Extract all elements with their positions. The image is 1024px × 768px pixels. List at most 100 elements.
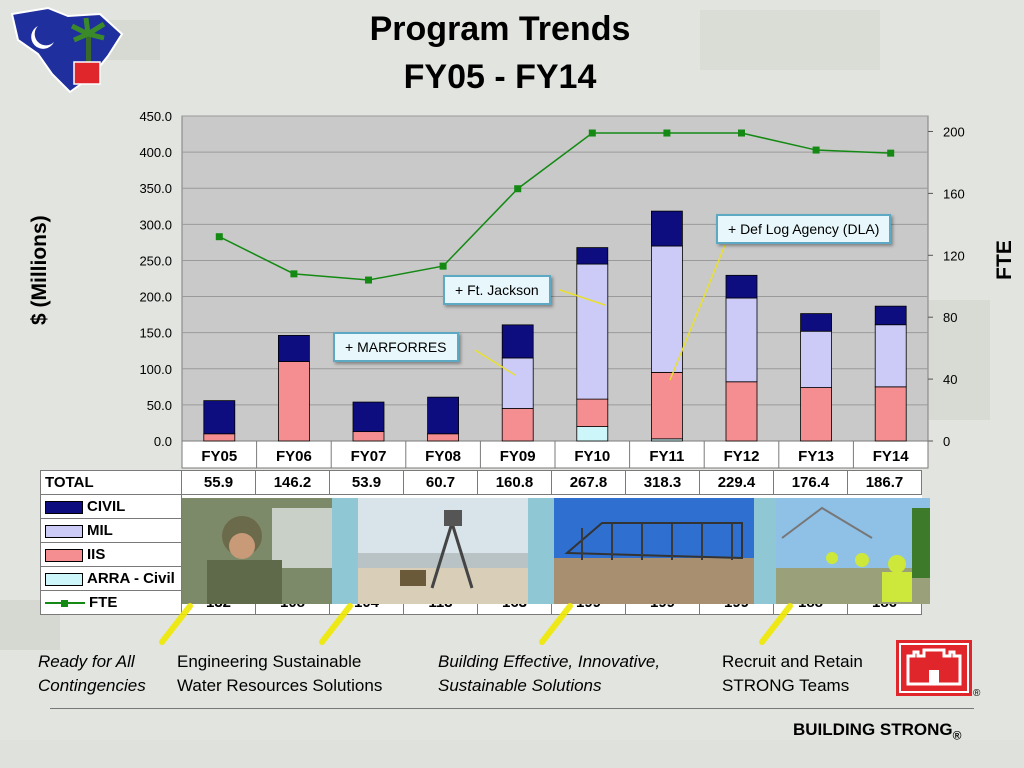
bar-iis-fy14 xyxy=(874,386,907,442)
legend-row-iis: IIS xyxy=(40,542,922,567)
bar-iis-fy11 xyxy=(651,371,683,440)
photo-walkers xyxy=(776,498,930,604)
x-tick-label: FY07 xyxy=(351,448,387,465)
y-tick-label: 150.0 xyxy=(139,326,172,341)
total-cell: 176.4 xyxy=(773,470,848,495)
photo-construction xyxy=(554,498,754,604)
y-tick-label: 50.0 xyxy=(147,398,172,413)
photo-beach-crane xyxy=(358,498,528,604)
bar-iis-fy13 xyxy=(800,387,832,442)
bar-civil-fy09 xyxy=(501,324,534,359)
photo-soldier xyxy=(182,498,332,604)
bar-civil-fy13 xyxy=(800,313,832,332)
caption-strong-teams: Recruit and Retain STRONG Teams xyxy=(722,652,863,695)
south-carolina-emblem xyxy=(10,6,124,94)
bar-civil-fy07 xyxy=(352,401,385,433)
bar-civil-fy12 xyxy=(725,274,758,299)
bar-mil-fy11 xyxy=(651,245,683,373)
footer-divider xyxy=(50,708,974,709)
y2-tick-label: 0 xyxy=(943,434,950,449)
bar-civil-fy11 xyxy=(651,210,683,247)
bar-civil-fy08 xyxy=(427,396,460,435)
fte-point-fy05 xyxy=(215,233,223,241)
fte-point-fy14 xyxy=(887,149,895,157)
callout-dla: + Def Log Agency (DLA) xyxy=(716,214,892,244)
callout-marforres: + MARFORRES xyxy=(333,332,459,362)
y2-tick-label: 80 xyxy=(943,310,957,325)
caption-water-resources: Engineering Sustainable Water Resources S… xyxy=(177,652,383,695)
bar-iis-fy06 xyxy=(277,361,310,442)
caption-sustainable: Building Effective, Innovative, Sustainab… xyxy=(438,652,661,695)
y-tick-label: 250.0 xyxy=(139,253,172,268)
legend-fte: FTE xyxy=(40,590,182,615)
fte-point-fy09 xyxy=(514,185,522,193)
legend-row-mil: MIL xyxy=(40,518,922,543)
y2-tick-label: 200 xyxy=(943,124,965,139)
slide-subtitle: FY05 - FY14 xyxy=(403,58,597,96)
bar-civil-fy05 xyxy=(203,400,236,435)
arrow-icon xyxy=(759,603,793,645)
total-cell: 318.3 xyxy=(625,470,700,495)
bar-mil-fy14 xyxy=(874,324,907,388)
bar-mil-fy12 xyxy=(725,297,758,383)
bar-mil-fy10 xyxy=(576,263,609,400)
photo-strip xyxy=(182,498,930,604)
arrow-icon xyxy=(539,603,573,645)
callout-pointer xyxy=(669,244,726,381)
total-cell: 160.8 xyxy=(477,470,552,495)
caption-contingencies: Ready for All Contingencies xyxy=(38,652,146,695)
slide-title: Program Trends xyxy=(369,10,631,48)
y-tick-label: 400.0 xyxy=(139,145,172,160)
x-tick-label: FY13 xyxy=(798,448,834,465)
y2-tick-label: 120 xyxy=(943,248,965,263)
table-row-total: TOTAL 55.9 146.2 53.9 60.7 160.8 267.8 3… xyxy=(40,470,922,495)
program-trends-chart: 0.050.0100.0150.0200.0250.0300.0350.0400… xyxy=(139,109,965,469)
total-cell: 229.4 xyxy=(699,470,774,495)
arrow-icon xyxy=(319,603,353,645)
arrow-icon xyxy=(159,603,193,645)
y-tick-label: 0.0 xyxy=(154,434,172,449)
total-cell: 55.9 xyxy=(181,470,256,495)
total-cell: 186.7 xyxy=(847,470,922,495)
fte-point-fy07 xyxy=(365,276,372,284)
bar-civil-fy06 xyxy=(277,335,310,362)
footer-building-strong: BUILDING STRONG® xyxy=(793,720,962,743)
x-tick-label: FY10 xyxy=(574,448,610,465)
x-tick-label: FY08 xyxy=(425,448,461,465)
bar-mil-fy13 xyxy=(800,330,832,388)
y-tick-label: 200.0 xyxy=(139,290,172,305)
x-tick-label: FY12 xyxy=(724,448,760,465)
fte-point-fy12 xyxy=(738,129,745,137)
fte-point-fy10 xyxy=(588,129,596,137)
x-tick-label: FY11 xyxy=(649,448,684,465)
y-tick-label: 100.0 xyxy=(139,362,172,377)
legend-iis: IIS xyxy=(40,542,182,567)
x-tick-label: FY14 xyxy=(873,448,910,465)
bar-civil-fy10 xyxy=(576,247,609,265)
y-tick-label: 450.0 xyxy=(139,109,172,124)
total-cell: 53.9 xyxy=(329,470,404,495)
castle-logo xyxy=(896,640,972,696)
y2-tick-label: 160 xyxy=(943,186,965,201)
legend-row-civil: CIVIL xyxy=(40,494,922,519)
total-cell: 60.7 xyxy=(403,470,478,495)
fte-point-fy08 xyxy=(439,262,447,270)
legend-civil: CIVIL xyxy=(40,494,182,519)
fte-line xyxy=(218,132,891,281)
legend-mil: MIL xyxy=(40,518,182,543)
fte-point-fy11 xyxy=(663,129,671,137)
bar-civil-fy14 xyxy=(874,305,907,326)
total-cell: 267.8 xyxy=(551,470,626,495)
x-tick-label: FY05 xyxy=(201,448,237,465)
y2-tick-label: 40 xyxy=(943,372,957,387)
callout-pointer xyxy=(559,289,606,306)
fte-point-fy13 xyxy=(812,146,820,154)
x-tick-label: FY06 xyxy=(276,448,312,465)
fte-point-fy06 xyxy=(290,270,298,278)
x-tick-label: FY09 xyxy=(500,448,536,465)
registered-mark: ® xyxy=(973,688,981,699)
y-tick-label: 350.0 xyxy=(139,181,172,196)
bar-iis-fy10 xyxy=(576,398,609,427)
total-cell: 146.2 xyxy=(255,470,330,495)
